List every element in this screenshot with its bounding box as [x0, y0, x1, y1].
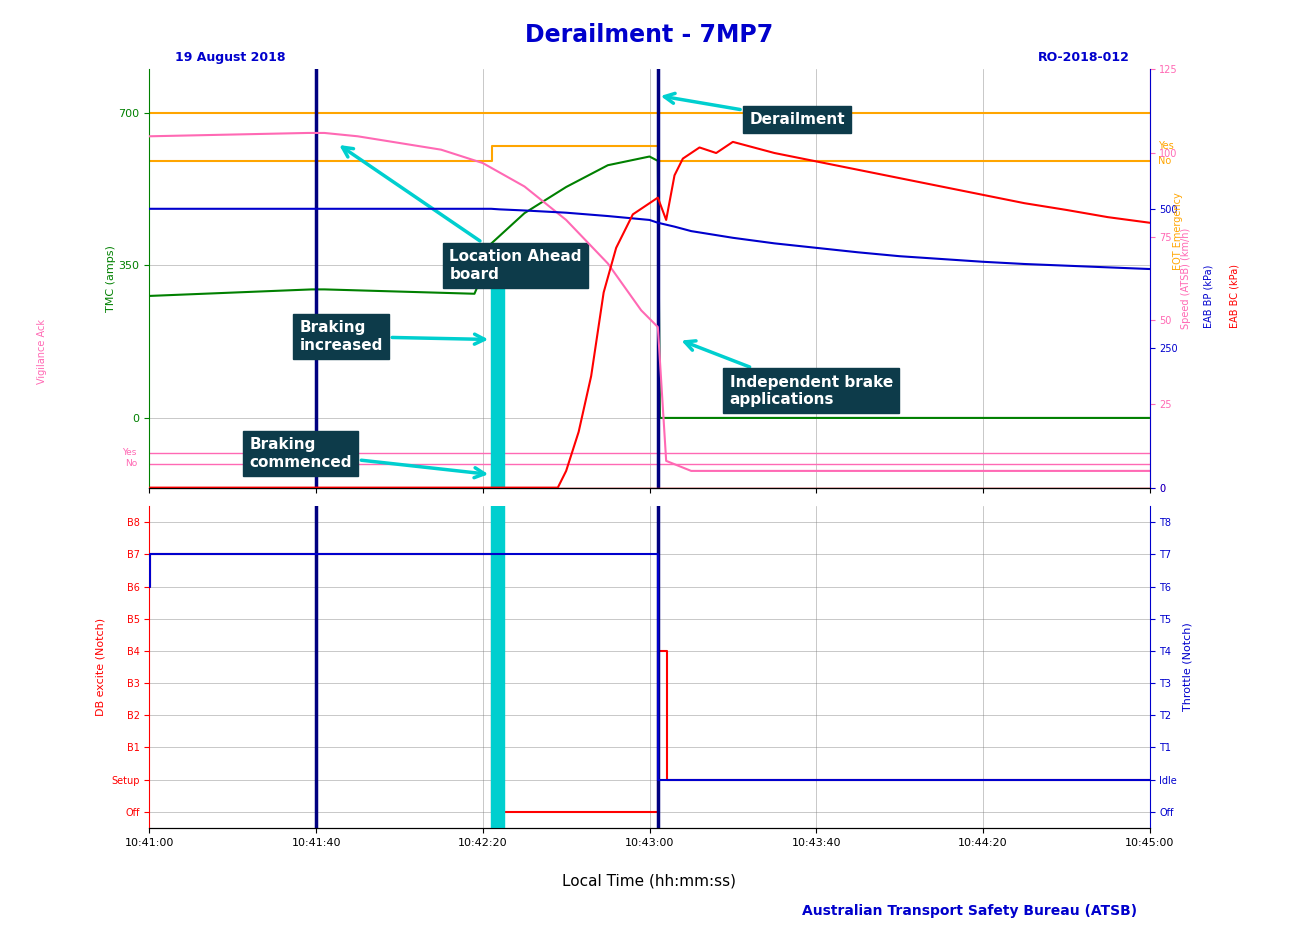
Y-axis label: DB excite (Notch): DB excite (Notch): [96, 618, 105, 716]
Text: Braking
increased: Braking increased: [299, 320, 485, 352]
Text: EOT Emergency: EOT Emergency: [1173, 192, 1183, 270]
Text: Derailment: Derailment: [664, 93, 846, 127]
Text: 19 August 2018: 19 August 2018: [175, 51, 286, 64]
Text: EAB BP (kPa): EAB BP (kPa): [1203, 265, 1213, 327]
Text: Independent brake
applications: Independent brake applications: [685, 340, 892, 407]
Y-axis label: TMC (amps): TMC (amps): [105, 245, 116, 312]
Text: No: No: [1157, 156, 1172, 166]
Text: Yes: Yes: [122, 449, 136, 457]
Text: EAB BC (kPa): EAB BC (kPa): [1229, 264, 1239, 328]
Text: Yes: Yes: [1157, 141, 1174, 151]
Text: No: No: [125, 459, 136, 468]
Bar: [491, 243, 504, 487]
Text: RO-2018-012: RO-2018-012: [1038, 51, 1130, 64]
Text: Location Ahead
board: Location Ahead board: [343, 147, 582, 281]
Text: Derailment - 7MP7: Derailment - 7MP7: [525, 23, 774, 47]
Bar: [491, 490, 504, 828]
Text: Braking
commenced: Braking commenced: [249, 438, 485, 477]
Y-axis label: Speed (ATSB) (km/h): Speed (ATSB) (km/h): [1181, 228, 1191, 329]
Text: Local Time (hh:mm:ss): Local Time (hh:mm:ss): [562, 873, 737, 888]
Y-axis label: Throttle (Notch): Throttle (Notch): [1182, 623, 1192, 711]
Text: Vigilance Ack: Vigilance Ack: [36, 319, 47, 384]
Text: Australian Transport Safety Bureau (ATSB): Australian Transport Safety Bureau (ATSB…: [801, 904, 1137, 918]
